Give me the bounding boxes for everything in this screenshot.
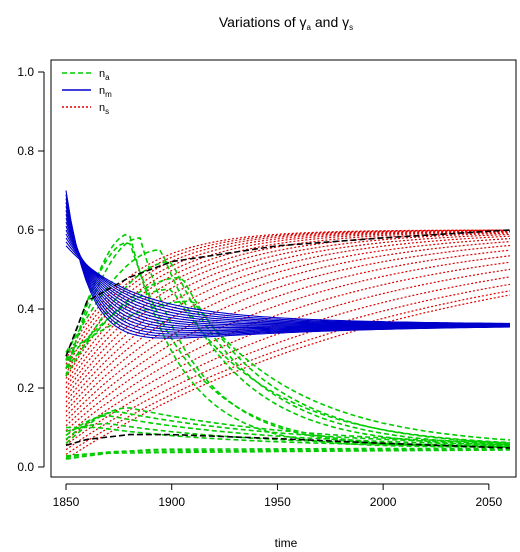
series-n-s-16 [65, 230, 510, 384]
series-n-a-4 [65, 260, 511, 446]
series-n-a-7 [65, 300, 511, 441]
legend-label-1: nm [99, 85, 112, 99]
y-tick-label-2: 0.4 [17, 302, 34, 316]
legend: na nm ns [62, 68, 112, 116]
series-n-m-14 [65, 245, 510, 324]
series-layer [65, 190, 511, 460]
x-axis-title: time [275, 536, 298, 550]
series-n-a-10 [65, 414, 511, 446]
series-n-a-2 [65, 241, 510, 448]
x-tick-label-1950: 1950 [264, 495, 291, 509]
reference-line-0 [65, 229, 511, 357]
x-tick-label-1850: 1850 [53, 495, 80, 509]
series-n-m-4 [65, 206, 510, 332]
plot-frame [50, 59, 517, 478]
chart-title: Variations of γa and γs [219, 14, 353, 32]
y-tick-label-1: 0.2 [17, 381, 34, 395]
series-n-s-5 [65, 261, 511, 436]
series-n-s-9 [65, 241, 511, 417]
series-n-s-3 [65, 276, 511, 446]
series-n-a-8 [65, 407, 511, 444]
legend-label-2: ns [99, 102, 109, 116]
series-n-s-7 [65, 249, 511, 427]
series-n-s-13 [65, 232, 511, 398]
series-n-s-12 [65, 233, 511, 403]
series-n-s-1 [65, 290, 511, 455]
y-tick-label-3: 0.6 [17, 223, 34, 237]
reference-layer [65, 229, 511, 449]
x-tick-label-2000: 2000 [370, 495, 397, 509]
series-n-s-21 [65, 229, 510, 360]
series-n-a-6 [65, 288, 511, 444]
x-tick-label-1900: 1900 [158, 495, 185, 509]
series-n-a-5 [65, 276, 511, 444]
series-n-s-18 [65, 229, 510, 375]
y-tick-label-4: 0.8 [17, 144, 34, 158]
series-n-a-14 [65, 448, 510, 459]
series-n-a-9 [65, 411, 511, 445]
series-n-s-10 [65, 238, 511, 413]
x-tick-label-2050: 2050 [476, 495, 503, 509]
series-n-m-13 [65, 241, 510, 325]
y-tick-label-0: 0.0 [17, 460, 34, 474]
series-n-s-15 [65, 230, 511, 389]
y-axis: 0.0 0.2 0.4 0.6 0.8 1.0 [17, 65, 45, 474]
x-axis: 1850 1900 1950 2000 2050 [53, 483, 503, 509]
series-n-s-8 [65, 244, 511, 422]
series-n-a-13 [65, 447, 510, 460]
series-n-a-0 [65, 233, 510, 448]
series-n-s-17 [65, 230, 511, 379]
series-n-m-2 [65, 198, 511, 335]
legend-label-0: na [99, 68, 110, 82]
series-n-a-15 [65, 449, 510, 457]
reference-line-1 [65, 433, 511, 449]
series-n-s-2 [65, 283, 511, 451]
y-tick-label-5: 1.0 [17, 65, 34, 79]
series-n-s-6 [65, 255, 511, 432]
series-n-s-11 [65, 235, 511, 408]
